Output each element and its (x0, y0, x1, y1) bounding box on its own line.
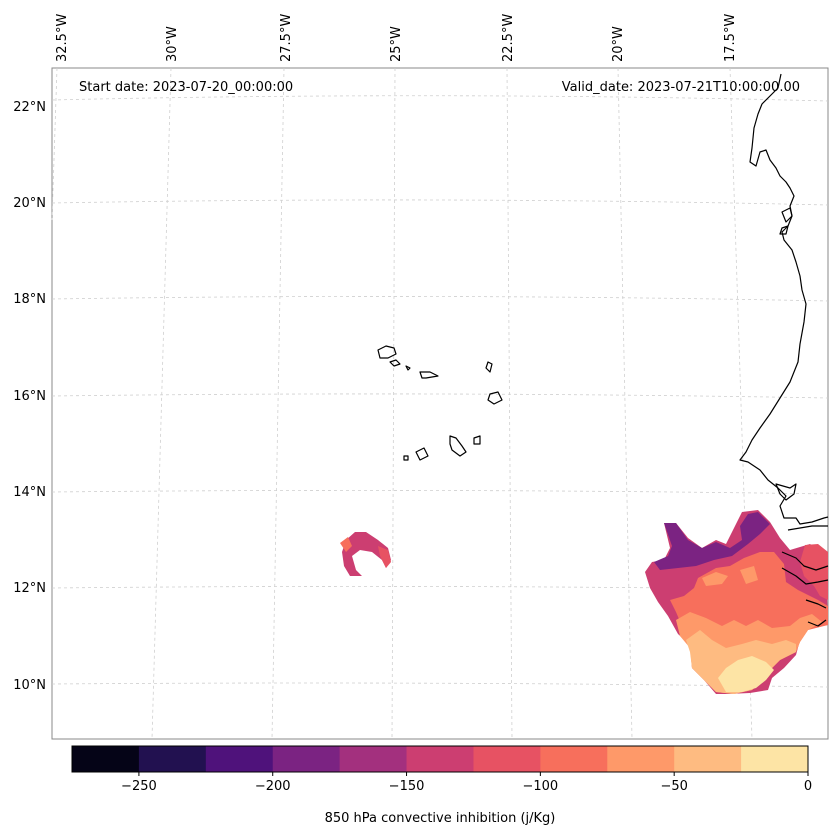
lat-label: 20°N (13, 196, 46, 211)
colorbar-swatch (607, 746, 675, 772)
lon-label: 25°W (389, 26, 404, 62)
contour-fill (718, 656, 774, 692)
island-sao-vicente (389, 359, 401, 367)
colorbar-swatch (741, 746, 809, 772)
contour-fill (740, 566, 758, 584)
lat-label: 12°N (13, 581, 46, 596)
lon-label: 32.5°W (55, 14, 70, 62)
lat-gridline (51, 296, 829, 302)
lon-gridline (506, 67, 513, 740)
colorbar-tick-label: −100 (523, 779, 559, 794)
colorbar: −250 −200 −150 −100 −50 0 850 hPa convective … (71, 745, 812, 826)
latitude-axis: 22°N 20°N 18°N 16°N 14°N 12°N 10°N (13, 100, 46, 693)
lat-label: 14°N (13, 485, 46, 500)
lat-gridline (51, 682, 829, 688)
contour-fill (800, 544, 828, 600)
colorbar-swatch (72, 746, 140, 772)
colorbar-swatch (540, 746, 608, 772)
colorbar-swatch (674, 746, 742, 772)
lon-gridline (391, 67, 396, 740)
lon-gridline (271, 67, 285, 740)
colorbar-frame (71, 745, 809, 773)
lat-gridline (51, 586, 829, 591)
island-sao-nicolau (419, 371, 439, 379)
island-sal (485, 361, 493, 373)
colorbar-tick-label: −250 (121, 779, 157, 794)
lat-label: 16°N (13, 389, 46, 404)
contour-fill (378, 546, 391, 568)
cin-contour-west (340, 532, 391, 576)
lat-gridline (51, 95, 829, 102)
lat-gridline (51, 199, 829, 206)
lat-label: 22°N (13, 100, 46, 115)
lat-label: 18°N (13, 292, 46, 307)
cin-contour-southeast (645, 510, 828, 694)
island-santo-antao (377, 345, 397, 359)
contour-fill (342, 532, 391, 576)
island-boa-vista (487, 391, 503, 405)
canary-coast (779, 207, 793, 235)
colorbar-swatch (339, 746, 408, 772)
lat-label: 10°N (13, 678, 46, 693)
colorbar-tick-label: −150 (389, 779, 425, 794)
lon-label: 27.5°W (279, 14, 294, 62)
lon-label: 30°W (165, 26, 180, 62)
cape-verde-coast (775, 483, 797, 501)
lon-gridline (151, 67, 172, 740)
coastlines (377, 73, 829, 627)
colorbar-ticks: −250 −200 −150 −100 −50 0 (121, 772, 812, 794)
colorbar-swatches (72, 746, 809, 772)
island-santa-luzia (405, 365, 411, 371)
lat-gridline (51, 393, 829, 399)
lat-gridline (51, 490, 829, 495)
contour-fill (702, 572, 728, 586)
colorbar-swatch (473, 746, 541, 772)
longitude-axis: 32.5°W 30°W 27.5°W 25°W 22.5°W 20°W 17.5… (55, 14, 738, 62)
contour-fill (340, 537, 352, 552)
colorbar-tick-label: −50 (660, 779, 687, 794)
senegal-coast (781, 525, 829, 627)
colorbar-swatch (406, 746, 474, 772)
colorbar-label: 850 hPa convective inhibition (j/Kg) (325, 811, 556, 826)
colorbar-swatch (272, 746, 341, 772)
colorbar-swatch (138, 746, 207, 772)
start-date-label: Start date: 2023-07-20_00:00:00 (79, 80, 293, 95)
map-panel: Start date: 2023-07-20_00:00:00 Valid_da… (51, 67, 829, 740)
colorbar-tick-label: 0 (804, 779, 812, 794)
colorbar-swatch (205, 746, 274, 772)
lon-label: 20°W (611, 26, 626, 62)
island-maio (473, 435, 481, 445)
contour-fill (654, 512, 770, 570)
island-brava (403, 455, 409, 461)
colorbar-tick-label: −200 (255, 779, 291, 794)
island-fogo (415, 447, 429, 461)
lon-gridline (51, 67, 58, 221)
island-santiago (449, 435, 467, 457)
lon-label: 22.5°W (501, 14, 516, 62)
lon-gridline (617, 67, 633, 740)
valid-date-label: Valid_date: 2023-07-21T10:00:00.00 (562, 80, 800, 95)
lon-label: 17.5°W (723, 14, 738, 62)
